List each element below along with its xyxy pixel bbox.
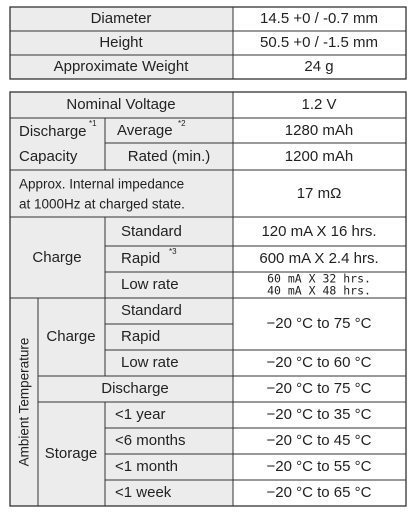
footnote-mark: *2 [178, 119, 186, 128]
cell-value: −20 °C to 35 °C [267, 406, 372, 423]
cell-label: at 1000Hz at charged state. [19, 197, 185, 212]
cell-value: −20 °C to 45 °C [267, 432, 372, 449]
cell-value: 120 mA X 16 hrs. [261, 223, 376, 240]
cell-label: Standard [121, 223, 182, 240]
cell-value: 1280 mAh [285, 122, 353, 139]
cell-label: Rapid [121, 250, 160, 267]
cell-value: −20 °C to 75 °C [267, 380, 372, 397]
cell-label: Rapid [121, 328, 160, 345]
cell-label: Low rate [121, 276, 179, 293]
cell-value: 1.2 V [301, 96, 336, 113]
cell-label: <1 year [115, 406, 165, 423]
cell-label: Average [117, 122, 173, 139]
cell-value: −20 °C to 55 °C [267, 458, 372, 475]
cell-label: Standard [121, 302, 182, 319]
cell-value: 14.5 +0 / -0.7 mm [260, 10, 378, 27]
cell-label: Charge [46, 328, 95, 345]
footnote-mark: *1 [89, 119, 97, 128]
cell-value: 1200 mAh [285, 148, 353, 165]
cell-label: Diameter [91, 10, 152, 27]
footnote-mark: *3 [169, 247, 177, 256]
cell-label: Storage [45, 445, 98, 462]
cell-value: −20 °C to 60 °C [267, 354, 372, 371]
cell-label: <6 months [115, 432, 185, 449]
cell-label: Height [99, 34, 143, 51]
cell-label: Ambient Temperature [17, 338, 32, 467]
cell-value: −20 °C to 65 °C [267, 484, 372, 501]
cell-label: Charge [32, 249, 81, 266]
cell-label: <1 week [115, 484, 172, 501]
cell-label: Low rate [121, 354, 179, 371]
label-bg [10, 7, 233, 79]
cell-value: 600 mA X 2.4 hrs. [259, 250, 378, 267]
cell-value: 60 mA X 32 hrs. [267, 272, 371, 286]
cell-value: 40 mA X 48 hrs. [267, 284, 371, 298]
table-border [9, 6, 407, 80]
cell-label: Rated (min.) [128, 148, 211, 165]
table-border [9, 91, 407, 507]
cell-label: Approximate Weight [54, 58, 190, 75]
label-bg [10, 92, 233, 506]
cell-label: Capacity [19, 148, 78, 165]
cell-value: −20 °C to 75 °C [267, 315, 372, 332]
cell-value: 17 mΩ [297, 185, 342, 202]
cell-label: Approx. Internal impedance [19, 177, 184, 192]
cell-label: Discharge [19, 123, 87, 140]
cell-label: Nominal Voltage [66, 96, 175, 113]
cell-label: Discharge [101, 380, 169, 397]
cell-value: 50.5 +0 / -1.5 mm [260, 34, 378, 51]
cell-label: <1 month [115, 458, 178, 475]
cell-value: 24 g [304, 58, 333, 75]
